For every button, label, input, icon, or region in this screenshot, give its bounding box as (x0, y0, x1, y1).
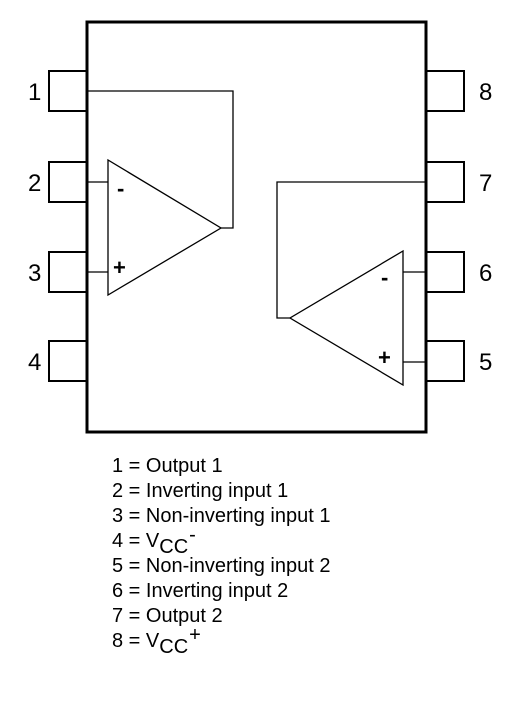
pin-1-number: 1 (28, 79, 41, 106)
legend-item-pin-5: 5 = Non-inverting input 2 (112, 555, 331, 577)
opamp-2-triangle (288, 249, 404, 387)
pin-8-number: 8 (479, 79, 492, 106)
opamp-2-noninverting-sign: + (378, 345, 391, 370)
pin-6-lead (425, 251, 465, 293)
legend-item-pin-4: 4 = VCC- (112, 524, 330, 558)
legend-item-pin-6: 6 = Inverting input 2 (112, 580, 289, 602)
legend-item-pin-2: 2 = Inverting input 1 (112, 480, 289, 502)
pin-6-number: 6 (479, 260, 492, 287)
pin-3-number: 3 (28, 260, 41, 287)
opamp-2-output-wire (276, 181, 426, 319)
legend-pin-8-prefix: 8 = V (112, 630, 160, 652)
pin-7-number: 7 (479, 170, 492, 197)
pin-2-number: 2 (28, 170, 41, 197)
pin-5-lead (425, 340, 465, 382)
legend-pin-4-prefix: 4 = V (112, 530, 160, 552)
opamp-1-triangle (107, 158, 223, 297)
opamp-1-noninverting-sign: + (113, 255, 126, 280)
opamp-2-inverting-sign: - (381, 265, 388, 290)
pin-7-lead (425, 161, 465, 203)
pin-legend: 1 = Output 1 2 = Inverting input 1 3 = N… (112, 454, 331, 658)
pin-4-number: 4 (28, 349, 41, 376)
legend-item-pin-8: 8 = VCC+ (112, 624, 330, 658)
legend-pin-4-subscript: CC (159, 536, 189, 558)
pin-1-lead (48, 70, 88, 112)
legend-pin-4-superscript: - (189, 524, 196, 546)
package-body (85, 20, 428, 434)
legend-item-pin-1: 1 = Output 1 (112, 455, 223, 477)
legend-item-pin-7: 7 = Output 2 (112, 605, 223, 627)
pin-4-lead (48, 340, 88, 382)
pin-3-lead (48, 251, 88, 293)
opamp-1-output-wire (87, 90, 234, 229)
legend-pin-8-superscript: + (189, 624, 201, 646)
pin-8-lead (425, 70, 465, 112)
pin-5-number: 5 (479, 349, 492, 376)
dual-opamp-pinout-diagram: 1 2 3 4 5 6 7 8 - + - + (28, 20, 492, 434)
opamp-1-inverting-sign: - (117, 176, 124, 201)
legend-item-pin-3: 3 = Non-inverting input 1 (112, 505, 331, 527)
pin-2-lead (48, 161, 88, 203)
legend-pin-8-subscript: CC (159, 636, 189, 658)
